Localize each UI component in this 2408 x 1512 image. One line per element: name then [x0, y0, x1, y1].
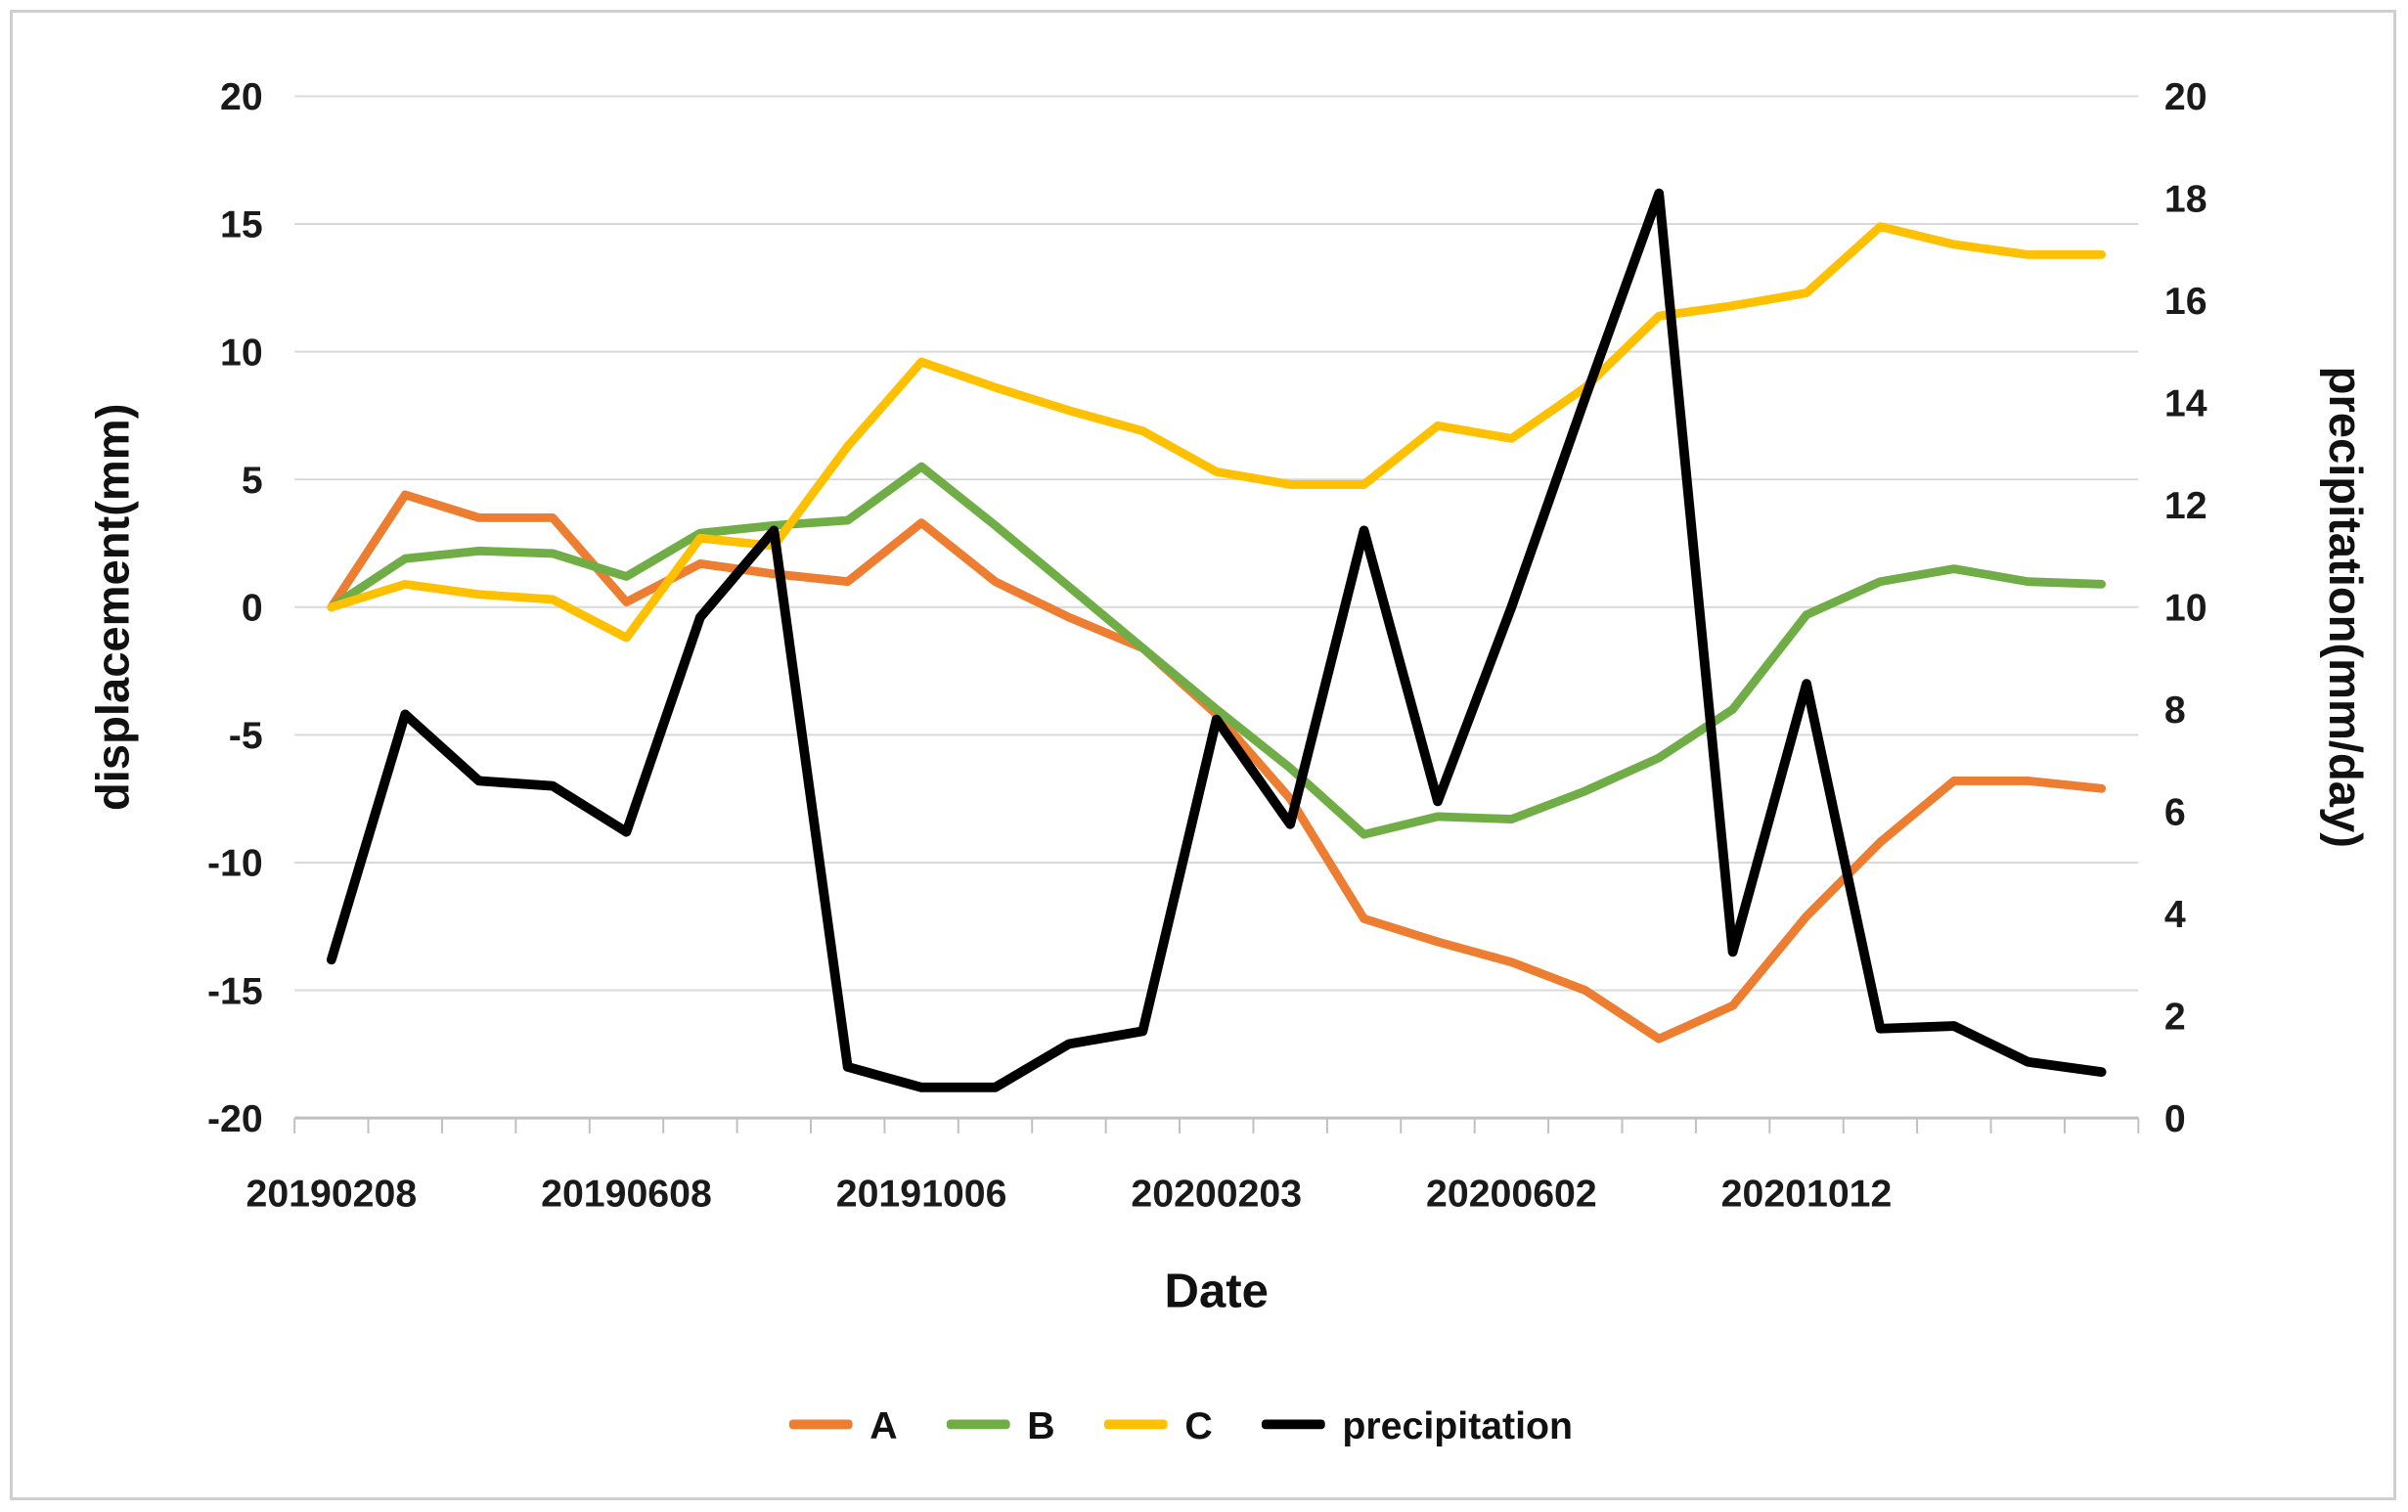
x-axis-tick-label: 20190208 — [245, 1172, 417, 1215]
left-axis-tick-label: 15 — [220, 203, 263, 246]
right-axis-tick-label: 8 — [2164, 689, 2186, 732]
left-axis-tick-label: 0 — [242, 587, 263, 630]
x-axis-title: Date — [1165, 1266, 1269, 1318]
left-axis-tick-label: -10 — [207, 842, 263, 885]
left-axis-tick-label: 20 — [220, 75, 263, 118]
chart-frame: 20 15 10 5 0 -5 -10 -15 -20 20 18 16 14 12 10 8 6 4 2 0 2019… — [10, 10, 2396, 1500]
legend-label-precipitation: precipitation — [1342, 1404, 1573, 1447]
legend-label-A: A — [870, 1404, 897, 1447]
x-axis-tick-label: 20200602 — [1426, 1172, 1597, 1215]
x-axis-tick-label: 20191006 — [836, 1172, 1007, 1215]
right-axis-tick-label: 18 — [2164, 178, 2207, 221]
left-axis-tick-label: -5 — [229, 714, 263, 757]
right-axis-tick-label: 20 — [2164, 75, 2207, 118]
legend-label-C: C — [1184, 1404, 1212, 1447]
left-axis-tick-label: 10 — [220, 331, 263, 374]
left-axis-tick-label: -15 — [207, 969, 263, 1012]
right-axis-tick-label: 16 — [2164, 280, 2207, 323]
left-axis-tick-label: -20 — [207, 1097, 263, 1140]
right-axis-tick-label: 10 — [2164, 587, 2207, 630]
legend-label-B: B — [1027, 1404, 1054, 1447]
series-line-C — [327, 222, 2107, 643]
right-axis-tick-label: 4 — [2164, 893, 2186, 936]
right-axis-title: precipitation(mm/day) — [2320, 367, 2372, 848]
right-axis-tick-label: 12 — [2164, 484, 2207, 527]
legend-swatch-precipitation — [1261, 1419, 1325, 1430]
x-axis-tick-label: 20201012 — [1721, 1172, 1893, 1215]
chart-plot-area: 20151050-5-10-15-20201816141210864202019… — [207, 75, 2207, 1215]
legend: A B C precipitation — [788, 1404, 1573, 1447]
left-axis-title: displacement(mm) — [86, 404, 138, 811]
right-axis-tick-label: 2 — [2164, 995, 2186, 1038]
series-line-A — [327, 490, 2107, 1044]
right-axis-tick-label: 14 — [2164, 382, 2207, 425]
left-axis-tick-label: 5 — [242, 459, 263, 502]
legend-swatch-B — [946, 1419, 1010, 1430]
displacement-precipitation-line-chart: 20151050-5-10-15-20201816141210864202019… — [86, 75, 2372, 1447]
x-axis-tick-label: 20200203 — [1131, 1172, 1302, 1215]
legend-swatch-A — [788, 1419, 853, 1430]
right-axis-tick-label: 6 — [2164, 790, 2186, 833]
right-axis-tick-label: 0 — [2164, 1097, 2186, 1140]
x-axis-tick-label: 20190608 — [541, 1172, 712, 1215]
series-line-precipitation — [326, 188, 2107, 1092]
series-line-B — [327, 462, 2107, 839]
legend-swatch-C — [1103, 1419, 1168, 1430]
